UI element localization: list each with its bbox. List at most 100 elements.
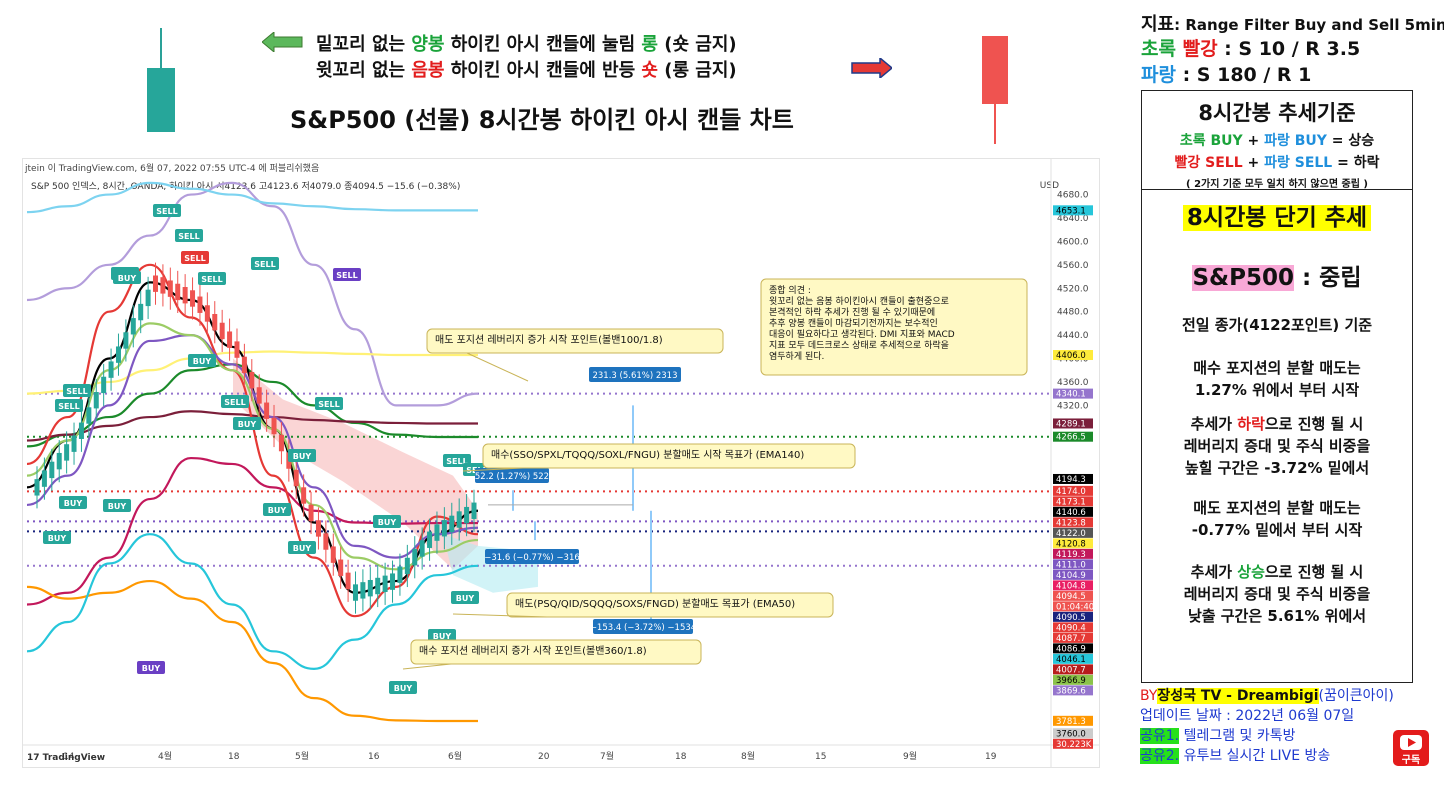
candle-body-5 [71,435,77,452]
signal-badge-5: SELL [251,257,279,270]
price-tag-label-21: 4086.9 [1056,644,1086,654]
candle-body-49 [397,566,403,583]
price-tag-label-14: 4104.9 [1056,571,1086,581]
signal-badge-17: BUY [233,417,261,430]
price-tag-label-5: 4194.3 [1056,475,1086,485]
candle-body-27 [234,341,240,358]
price-tag-bg-6 [1053,485,1093,496]
signal-badge-22: BUY [451,591,479,604]
price-tag-bg-27 [1053,728,1093,739]
price-tag-bg-2 [1053,388,1093,399]
candle-body-30 [256,387,262,404]
x-tick-label-2: 18 [228,752,240,762]
price-tag-bg-8 [1053,506,1093,517]
signal-badge-25: BUY [103,499,131,512]
price-tag-label-12: 4119.3 [1056,550,1086,560]
candle-body-13 [130,318,136,335]
x-tick-label-1: 4월 [158,750,172,762]
share-telegram[interactable]: 공유1. 텔레그램 및 카톡방 [1140,728,1296,744]
subscribe-label: 구독 [1401,755,1421,766]
candle-body-11 [115,346,121,363]
price-tag-label-15: 4104.8 [1056,581,1086,591]
callout-bg-buy_lev [410,639,702,665]
trend-criteria-box: 8시간봉 추세기준 초록 BUY + 파랑 BUY = 상승 빨강 SELL +… [1141,90,1413,190]
series-line-11 [26,533,479,670]
price-tag-bg-22 [1053,653,1093,664]
price-tag-bg-17 [1053,601,1093,612]
x-tick-label-11: 9월 [903,750,917,762]
signal-badge-label-16: BUY [64,499,83,508]
signal-badge-label-5: SELL [254,260,275,269]
long-rule-text: 밑꼬리 없는 양봉 하이킨 아시 캔들에 눌림 롱 (숏 금지) [316,34,737,55]
candle-body-9 [101,376,107,394]
price-tag-bg-1 [1053,350,1093,361]
x-tick-label-12: 19 [985,752,997,762]
price-tag-label-8: 4140.6 [1056,508,1086,518]
chart-title: S&P500 (선물) 8시간봉 하이킨 아시 캔들 차트 [290,106,794,134]
signal-badge-0: SELL [153,204,181,217]
price-tag-bg-0 [1053,205,1093,216]
basis-text: 전일 종가(4122포인트) 기준 [1181,316,1373,334]
price-tag-label-6: 4174.0 [1056,487,1086,497]
share-youtube[interactable]: 공유2. 유투브 실시간 LIVE 방송 [1140,748,1331,764]
y-tick-label-8: 4360.0 [1057,378,1089,388]
measure-m4: −153.4 (−3.72%) −1534 [590,619,696,634]
subscribe-button[interactable]: 구독 [1393,730,1429,766]
candle-body-7 [86,407,92,424]
signal-badge-label-10: SELL [318,400,339,409]
price-tag-label-26: 3781.3 [1056,717,1086,727]
signal-badge-bg-9 [221,395,249,408]
candle-body-6 [78,422,84,439]
signal-badge-label-18: BUY [268,506,287,515]
signal-badge-label-14: BUY [193,357,212,366]
signal-badge-18: BUY [263,503,291,516]
x-tick-label-0: 14 [63,752,75,762]
measure-m1: 231.3 (5.61%) 2313 [589,367,681,382]
signal-badge-label-23: BUY [142,664,161,673]
candle-body-47 [382,575,388,593]
price-tag-bg-20 [1053,632,1093,643]
price-tag-bg-12 [1053,548,1093,559]
candle-body-1 [41,470,47,487]
y-tick-label-1: 4640.0 [1057,214,1089,224]
candle-body-57 [456,511,462,528]
blue-settings: 파랑 : S 180 / R 1 [1141,64,1312,86]
signal-badge-bg-1 [175,229,203,242]
price-tag-bg-24 [1053,674,1093,685]
candle-body-38 [315,520,321,537]
x-tick-label-8: 18 [675,752,687,762]
callout-text-comment-5: 지표 모두 데드크로스 상태로 추세적으로 하락을 [769,339,949,351]
price-tag-bg-10 [1053,527,1093,538]
green-red-settings: 초록 빨강 : S 10 / R 3.5 [1141,38,1361,60]
author-credit: BY장성국 TV - Dreambigi(꿈이큰아이) [1140,688,1394,704]
chart-svg[interactable]: 4680.0 4640.0 4600.0 4560.0 4520.0 4480.0 4440… [23,159,1100,768]
price-tag-label-18: 4090.5 [1056,613,1086,623]
signal-badge-16: BUY [59,496,87,509]
x-tick-label-10: 15 [815,752,826,762]
update-date: 업데이트 날짜 : 2022년 06월 07일 [1140,708,1355,724]
price-tag-bg-21 [1053,643,1093,654]
tradingview-logo: 17 TradingView [27,753,106,763]
price-tag-label-0: 4653.1 [1056,206,1086,216]
candle-body-39 [323,533,329,550]
candle-body-19 [175,283,181,301]
youtube-play-icon [1400,735,1422,750]
bullish-candle-icon [147,28,175,132]
price-tag-label-16: 4094.5 [1056,592,1086,602]
candle-body-33 [278,434,284,452]
short-trend-box: 8시간봉 단기 추세 S&P500 : 중립 전일 종가(4122포인트) 기준… [1141,189,1413,683]
candle-body-22 [197,296,203,313]
candle-body-12 [123,332,129,349]
candle-body-4 [64,444,70,461]
chart-panel[interactable]: jtein 이 TradingView.com, 6월 07, 2022 07:… [22,158,1100,768]
signal-badge-6: SELL [333,268,361,281]
y-tick-label-5: 4480.0 [1057,308,1089,318]
info-panel: 지표: Range Filter Buy and Sell 5min 초록 빨강… [1135,0,1444,786]
candle-body-23 [204,305,210,322]
buy-partial-sell: 매수 포지션의 분할 매도는 1.27% 위에서 부터 시작 [1193,359,1361,399]
signal-badge-21: BUY [428,629,456,642]
candle-body-56 [449,515,455,533]
callout-text-comment-1: 윗꼬리 없는 음봉 하이킨아시 캔들이 출현중으로 [769,296,949,307]
price-tag-bg-5 [1053,473,1093,484]
signal-badge-8: SELL [55,399,83,412]
